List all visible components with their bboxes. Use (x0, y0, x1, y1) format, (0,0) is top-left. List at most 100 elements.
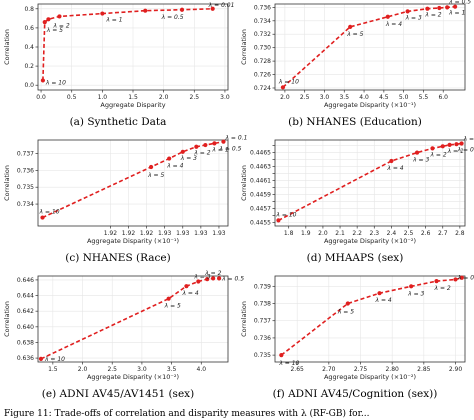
y-tick-label: 0.4 (24, 44, 34, 51)
x-tick-label: 5.0 (399, 94, 409, 101)
data-point (459, 141, 464, 146)
y-tick-label: 0.642 (17, 308, 34, 315)
data-point (459, 275, 464, 280)
x-tick-label: 6.0 (438, 94, 448, 101)
data-point (196, 279, 201, 284)
plot-frame (37, 139, 229, 227)
y-tick-label: 0.736 (17, 167, 34, 174)
data-point (453, 277, 458, 282)
data-point (454, 142, 459, 147)
lambda-annotation: λ = 1 (448, 10, 465, 17)
x-tick-label: 2.70 (322, 366, 336, 373)
x-tick-label: 2.4 (387, 230, 397, 237)
lambda-annotation: λ = 1 (211, 146, 228, 153)
lambda-annotation: λ = 10 (275, 211, 296, 218)
lambda-annotation: λ = 5 (346, 31, 363, 38)
x-tick-label: 2.7 (438, 230, 448, 237)
lambda-annotation: λ = 10 (39, 209, 60, 216)
x-tick-label: 1.92 (122, 230, 136, 237)
lambda-annotation: λ = 2 (52, 22, 69, 29)
lambda-annotation: λ = 10 (45, 79, 66, 86)
x-tick-label: 2.5 (404, 230, 414, 237)
data-point (194, 144, 199, 149)
x-axis-title: Aggregate Disparity (×10⁻¹) (324, 101, 416, 109)
line-chart: 1.5 2.0 2.5 3.0 3.5 4.0 0.636 0.638 0.640 0.642 0.… (3, 270, 244, 381)
lambda-annotation: λ = 3 (412, 157, 429, 164)
y-tick-label: 0.4459 (250, 192, 271, 199)
lambda-annotation: λ = 0.5 (218, 146, 241, 153)
lambda-annotation: λ = 4 (181, 290, 198, 297)
line-chart: 1.92 1.92 1.92 1.93 1.93 1.93 1.93 0.734 0.735 0.… (3, 135, 247, 245)
y-tick-label: 0.2 (24, 63, 34, 70)
lambda-annotation: λ = 0.5 (457, 275, 474, 282)
x-tick-label: 1.92 (140, 230, 154, 237)
x-tick-label: 3.5 (167, 366, 177, 373)
series-line (42, 7, 213, 81)
data-point (348, 24, 353, 29)
subfigure-caption: (e) ADNI AV45/AV1451 (sex) (41, 388, 195, 400)
y-tick-label: 0.737 (17, 150, 34, 157)
data-point (414, 150, 420, 155)
data-point (184, 284, 189, 289)
data-point (166, 296, 171, 301)
y-tick-label: 0.734 (254, 18, 271, 25)
y-tick-label: 0.4455 (250, 220, 271, 227)
y-tick-label: 0.736 (254, 335, 271, 342)
y-tick-label: 0.4465 (250, 150, 271, 157)
lambda-annotation: λ = 2 (193, 150, 210, 157)
x-tick-label: 2.0 (318, 230, 328, 237)
y-tick-label: 0.738 (254, 301, 271, 308)
x-tick-label: 1.93 (176, 230, 190, 237)
y-tick-label: 0.736 (254, 4, 271, 11)
lambda-annotation: λ = 4 (386, 165, 403, 172)
x-tick-label: 2.0 (78, 366, 88, 373)
lambda-annotation: λ = 0.5 (161, 14, 184, 21)
data-point (46, 17, 51, 22)
subfigure-caption: (f) ADNI AV45/Cognition (sex)) (272, 388, 438, 400)
series-line (278, 142, 462, 222)
data-point (210, 6, 215, 11)
x-tick-label: 1.9 (301, 230, 311, 237)
y-tick-label: 0.4461 (250, 178, 271, 185)
x-tick-label: 1.93 (212, 230, 226, 237)
data-point (279, 353, 284, 358)
line-chart: 1.8 1.9 2.0 2.1 2.2 2.3 2.4 2.5 2.6 2.7 2.8 0.4455 0… (240, 135, 474, 245)
data-point (430, 146, 435, 151)
y-tick-label: 0.640 (17, 324, 34, 331)
data-point (216, 276, 222, 281)
y-tick-label: 0.644 (17, 293, 34, 300)
subfigure-caption: (b) NHANES (Education) (288, 116, 422, 128)
data-point (345, 301, 350, 306)
y-tick-label: 0.4463 (250, 164, 271, 171)
x-axis-title: Aggregate Disparity (100, 101, 165, 109)
subfigure-caption: (d) MHAAPS (sex) (306, 252, 404, 264)
lambda-annotation: λ = 0.01 (208, 2, 235, 9)
x-tick-label: 2.5 (300, 94, 310, 101)
x-tick-label: 2.85 (417, 366, 431, 373)
series-line (282, 5, 456, 88)
plot-frame (37, 275, 229, 363)
lambda-annotation: λ = 10 (278, 78, 299, 85)
data-point (276, 218, 281, 223)
data-point (280, 85, 286, 90)
y-tick-label: 0.8 (24, 6, 34, 13)
plot-frame (274, 3, 466, 91)
lambda-annotation: λ = 3 (405, 14, 422, 21)
x-tick-label: 1.5 (48, 366, 58, 373)
x-tick-label: 2.2 (352, 230, 362, 237)
line-chart: 2.0 2.5 3.0 3.5 4.0 4.5 5.0 5.5 6.0 0.724 0.726 0.7… (240, 0, 471, 109)
x-tick-label: 2.0 (159, 94, 169, 101)
x-tick-label: 2.90 (449, 366, 463, 373)
x-tick-label: 0.5 (67, 94, 77, 101)
x-tick-label: 2.65 (290, 366, 304, 373)
subfigure-caption: (a) Synthetic Data (69, 116, 167, 128)
line-chart: 2.65 2.70 2.75 2.80 2.85 2.90 0.735 0.736 0.737 0… (240, 275, 474, 381)
lambda-annotation: λ = 0.5 (221, 275, 244, 282)
chart-panel-5: 2.65 2.70 2.75 2.80 2.85 2.90 0.735 0.736 0.737 0… (237, 272, 474, 406)
y-tick-label: 0.735 (17, 184, 34, 191)
y-tick-label: 0.724 (254, 85, 271, 92)
x-tick-label: 3.5 (339, 94, 349, 101)
y-tick-label: 0.728 (254, 58, 271, 65)
data-point (385, 14, 390, 19)
data-point (405, 9, 410, 14)
